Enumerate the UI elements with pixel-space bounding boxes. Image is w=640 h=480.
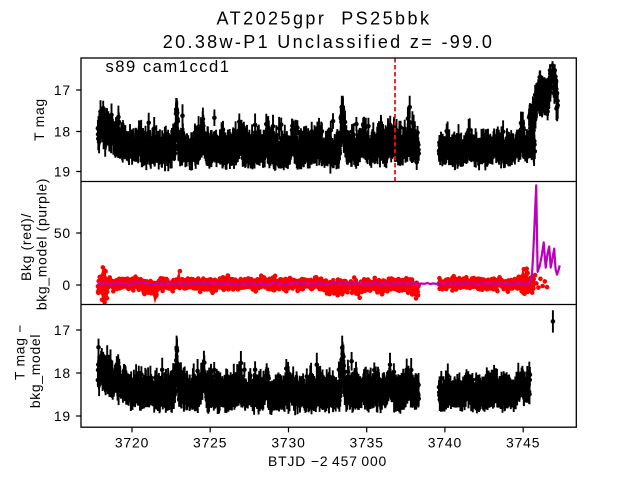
svg-text:AT2025gpr PS25bbk: AT2025gpr PS25bbk [217, 8, 432, 28]
svg-text:bkg_model: bkg_model [27, 334, 43, 408]
svg-text:50: 50 [54, 225, 71, 241]
svg-text:3725: 3725 [193, 435, 227, 451]
svg-text:3720: 3720 [115, 435, 149, 451]
svg-text:18: 18 [54, 124, 71, 140]
svg-text:BTJD −2 457 000: BTJD −2 457 000 [268, 453, 387, 469]
svg-text:20.38w-P1 Unclassified z= -99.: 20.38w-P1 Unclassified z= -99.0 [163, 32, 495, 52]
svg-text:17: 17 [54, 82, 71, 98]
svg-text:3740: 3740 [428, 435, 462, 451]
svg-text:19: 19 [54, 408, 71, 424]
svg-text:s89 cam1ccd1: s89 cam1ccd1 [106, 57, 231, 76]
svg-text:T mag: T mag [31, 98, 47, 141]
svg-text:3745: 3745 [506, 435, 540, 451]
svg-text:bkg_model (purple): bkg_model (purple) [34, 178, 50, 310]
svg-text:3730: 3730 [271, 435, 305, 451]
svg-text:T mag −: T mag − [12, 324, 28, 380]
svg-text:19: 19 [54, 164, 71, 180]
svg-text:0: 0 [62, 277, 71, 293]
svg-text:17: 17 [54, 322, 71, 338]
svg-text:3735: 3735 [350, 435, 384, 451]
svg-text:18: 18 [54, 365, 71, 381]
svg-text:Bkg (red)/: Bkg (red)/ [18, 213, 34, 281]
